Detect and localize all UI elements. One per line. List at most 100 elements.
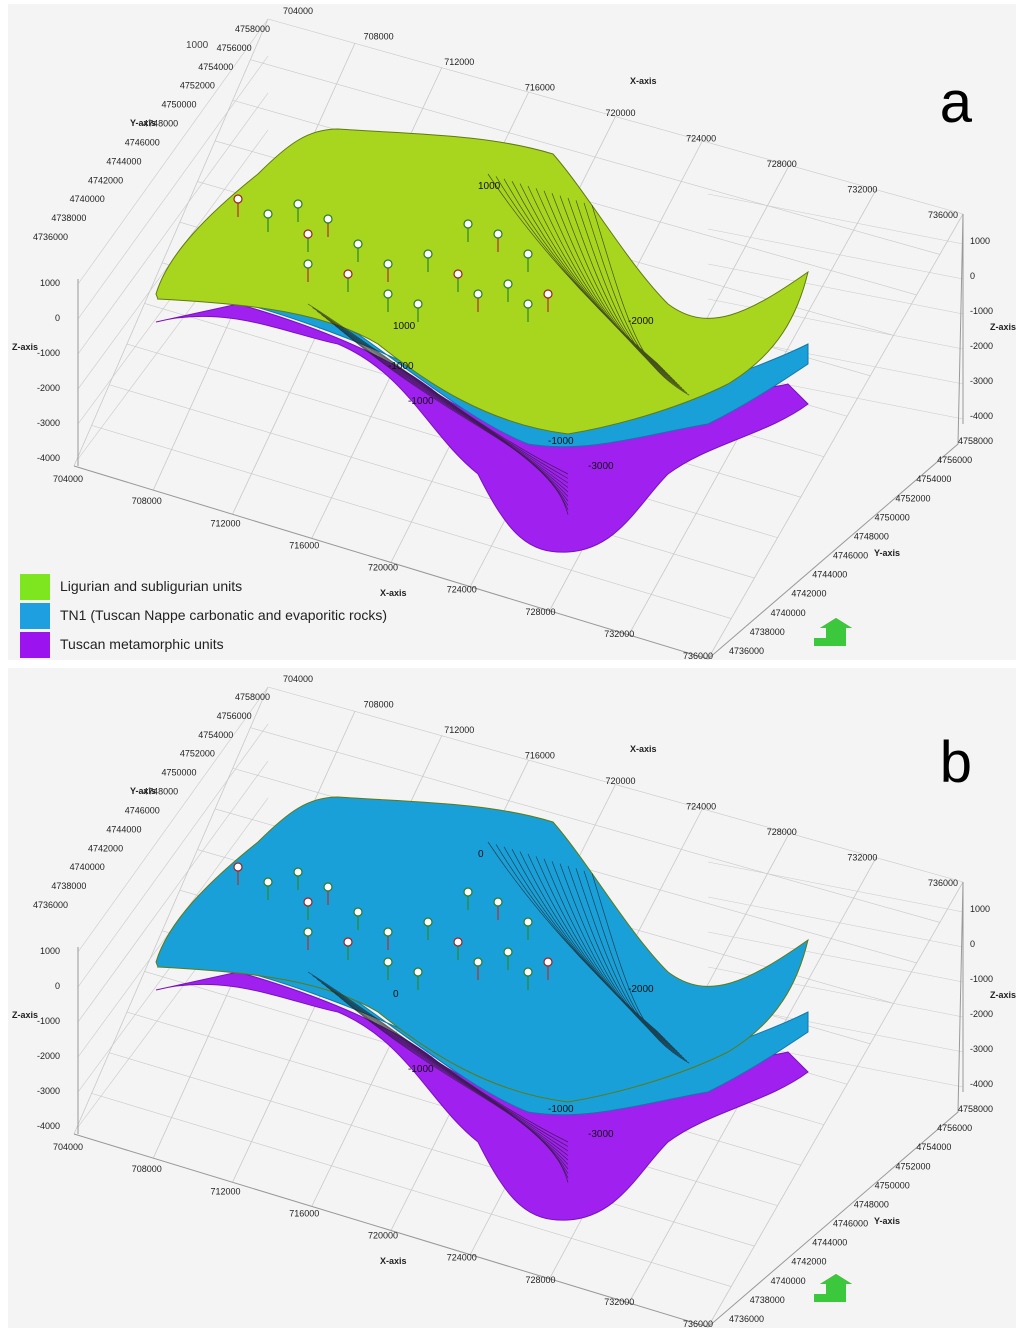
- y-tick-label: 4750000: [161, 768, 196, 778]
- y-tick-label-right: 4740000: [771, 1276, 806, 1286]
- x-tick-label: 724000: [447, 585, 477, 595]
- x-axis-label-back: X-axis: [630, 76, 657, 86]
- x-tick-label-back: 708000: [364, 32, 394, 42]
- y-tick-label-right: 4744000: [812, 1238, 847, 1248]
- y-tick-label-right: 4736000: [729, 646, 764, 656]
- y-tick-label-right: 4736000: [729, 1314, 764, 1324]
- z-tick-label: -4000: [37, 453, 60, 463]
- x-tick-label-back: 716000: [525, 751, 555, 761]
- z-axis-label-right: Z-axis: [990, 990, 1016, 1000]
- top-surface: [155, 128, 809, 435]
- y-tick-label-right: 4742000: [791, 589, 826, 599]
- legend-item-tn1: TN1 (Tuscan Nappe carbonatic and evapori…: [20, 601, 450, 630]
- contour-label: -1000: [408, 396, 434, 407]
- contour-label: -2000: [628, 984, 654, 995]
- z-tick-label-right: 1000: [970, 904, 990, 914]
- y-tick-label: 4752000: [180, 81, 215, 91]
- panel-b-3d-view[interactable]: 704000 708000 712000 716000 720000 724000 7280…: [8, 668, 1016, 1328]
- navigation-arrow-icon[interactable]: [812, 1272, 856, 1312]
- z-tick-label: -2000: [37, 1051, 60, 1061]
- contour-label: 0: [393, 989, 399, 1000]
- y-tick-label-right: 4752000: [895, 493, 930, 503]
- y-tick-label: 4740000: [70, 862, 105, 872]
- y-tick-label-right: 4752000: [895, 1161, 930, 1171]
- x-tick-label-back: 724000: [686, 134, 716, 144]
- x-axis-label-back: X-axis: [630, 744, 657, 754]
- y-tick-label: 4746000: [125, 137, 160, 147]
- y-tick-label: 4758000: [235, 24, 270, 34]
- z-tick-label-right: -3000: [970, 376, 993, 386]
- y-tick-label: 4758000: [235, 692, 270, 702]
- z-tick-label-right: 1000: [970, 236, 990, 246]
- contour-label: -3000: [588, 461, 614, 472]
- x-tick-label-back: 736000: [928, 210, 958, 220]
- z-tick-label-right: 0: [970, 939, 975, 949]
- x-tick-label: 716000: [289, 540, 319, 550]
- x-tick-label-back: 728000: [767, 827, 797, 837]
- x-tick-label: 716000: [289, 1208, 319, 1218]
- z-tick-label: -3000: [37, 1086, 60, 1096]
- x-tick-label-back: 720000: [605, 108, 635, 118]
- y-tick-label: 4744000: [106, 824, 141, 834]
- contour-label: 1000: [478, 181, 501, 192]
- y-tick-label-right: 4748000: [854, 531, 889, 541]
- y-tick-label: 4756000: [217, 711, 252, 721]
- y-tick-label-right: 4738000: [750, 1295, 785, 1305]
- y-tick-label: 4736000: [33, 900, 68, 910]
- x-tick-label-back: 704000: [283, 674, 313, 684]
- y-tick-label-right: 4756000: [937, 455, 972, 465]
- x-tick-label: 720000: [368, 1231, 398, 1241]
- x-tick-label: 712000: [210, 1186, 240, 1196]
- y-tick-label-right: 4746000: [833, 551, 868, 561]
- x-tick-label: 732000: [604, 1297, 634, 1307]
- y-tick-label-right: 4748000: [854, 1199, 889, 1209]
- y-tick-label: 4754000: [198, 62, 233, 72]
- y-tick-label-right: 4758000: [958, 436, 993, 446]
- z-axis-label: Z-axis: [12, 342, 38, 352]
- y-tick-label-right: 4746000: [833, 1219, 868, 1229]
- contour-label: 0: [478, 849, 484, 860]
- y-tick-label: 4744000: [106, 156, 141, 166]
- y-tick-label-right: 4742000: [791, 1257, 826, 1267]
- well-markers: [233, 194, 553, 322]
- y-tick-label: 4748000: [143, 119, 178, 129]
- y-tick-label-right: 4738000: [750, 627, 785, 637]
- legend-item-ligurian: Ligurian and subligurian units: [20, 572, 450, 601]
- y-tick-label: 4756000: [217, 43, 252, 53]
- well-markers: [233, 862, 553, 990]
- z-tick-label-right: -2000: [970, 1009, 993, 1019]
- y-tick-label-right: 4744000: [812, 570, 847, 580]
- y-axis-label-right: Y-axis: [874, 548, 900, 558]
- z-tick-label-right: -4000: [970, 1079, 993, 1089]
- y-tick-label: 4736000: [33, 232, 68, 242]
- x-tick-label: 728000: [525, 607, 555, 617]
- y-tick-label-right: 4756000: [937, 1123, 972, 1133]
- y-tick-label: 4742000: [88, 843, 123, 853]
- y-tick-label: 4752000: [180, 749, 215, 759]
- x-tick-label-back: 728000: [767, 159, 797, 169]
- y-tick-label: 4754000: [198, 730, 233, 740]
- y-tick-label-right: 4754000: [916, 474, 951, 484]
- legend-label: Ligurian and subligurian units: [60, 578, 243, 594]
- z-tick-label-right: -4000: [970, 411, 993, 421]
- y-axis-label: Y-axis: [130, 118, 156, 128]
- x-tick-label: 736000: [683, 1319, 713, 1328]
- x-tick-label-back: 712000: [444, 725, 474, 735]
- x-tick-label: 708000: [132, 496, 162, 506]
- y-tick-label: 4750000: [161, 100, 196, 110]
- x-tick-label-back: 724000: [686, 802, 716, 812]
- z-tick-label-right: -1000: [970, 306, 993, 316]
- y-axis-label-right: Y-axis: [874, 1216, 900, 1226]
- contour-label: -1000: [408, 1064, 434, 1075]
- panel-letter: b: [939, 730, 972, 795]
- x-tick-label-back: 712000: [444, 57, 474, 67]
- legend-swatch-tn1: [20, 603, 50, 629]
- z-axis-label: Z-axis: [12, 1010, 38, 1020]
- x-tick-label: 724000: [447, 1253, 477, 1263]
- legend-swatch-ligurian: [20, 574, 50, 600]
- x-axis-label: X-axis: [380, 1256, 407, 1266]
- corner-label: 1000: [186, 40, 209, 51]
- x-tick-label-back: 716000: [525, 83, 555, 93]
- navigation-arrow-icon[interactable]: [812, 616, 856, 656]
- panel-a-3d-view[interactable]: 704000 708000 712000 716000 720000 724000 7280…: [8, 4, 1016, 660]
